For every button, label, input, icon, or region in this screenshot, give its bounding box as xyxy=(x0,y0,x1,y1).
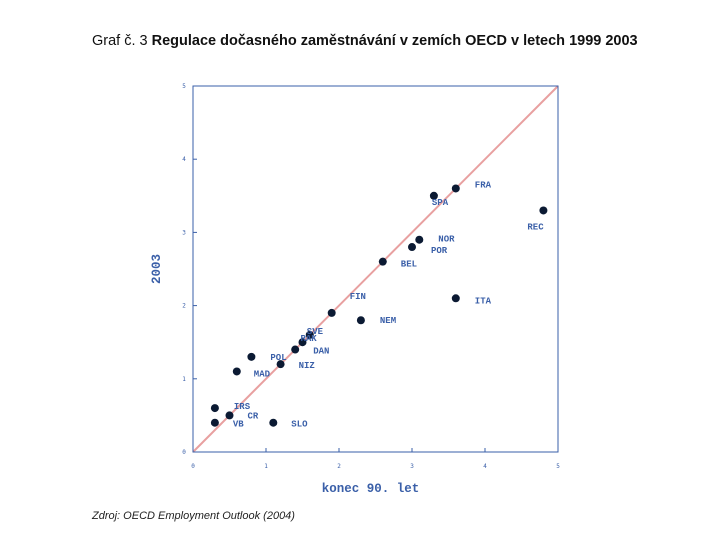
data-point-fin xyxy=(327,308,336,317)
data-point-irs xyxy=(210,404,219,413)
x-tick-label: 0 xyxy=(191,463,195,470)
point-label-vb: VB xyxy=(233,420,244,430)
data-point-spa xyxy=(429,191,438,200)
data-point-ita xyxy=(451,294,460,303)
data-point-dan xyxy=(291,345,300,354)
data-point-rec xyxy=(539,206,548,215)
y-tick-label: 0 xyxy=(182,449,186,456)
y-tick-label: 3 xyxy=(182,229,186,236)
point-label-cr: CR xyxy=(248,411,259,421)
data-point-rak xyxy=(298,338,307,347)
axis-ticks: 0 1 2 3 4 5 0 1 2 3 4 5 xyxy=(182,83,560,470)
data-point-mad xyxy=(232,367,241,376)
data-point-niz xyxy=(276,360,285,369)
x-tick-label: 5 xyxy=(556,463,560,470)
point-label-dan: DAN xyxy=(313,347,329,357)
point-label-fra: FRA xyxy=(475,180,492,190)
data-point-por xyxy=(408,243,416,252)
data-point-slo xyxy=(269,418,278,427)
y-tick-label: 2 xyxy=(182,303,186,310)
y-tick-label: 4 xyxy=(182,156,186,163)
point-label-sve: SVE xyxy=(307,327,324,337)
point-label-pol: POL xyxy=(270,353,286,363)
chart-title: Regulace dočasného zaměstnávání v zemích… xyxy=(151,33,638,49)
point-label-ita: ITA xyxy=(475,296,492,306)
x-tick-label: 3 xyxy=(410,463,414,470)
y-axis-title: 2003 xyxy=(150,254,164,284)
reference-diagonal-line xyxy=(192,85,559,453)
y-tick-label: 5 xyxy=(182,83,186,90)
point-label-spa: SPA xyxy=(432,198,449,208)
point-label-rak: RAK xyxy=(301,334,318,344)
y-tick-label: 1 xyxy=(182,376,186,383)
data-point-fra xyxy=(451,184,460,193)
data-point-vb xyxy=(210,418,219,427)
plot-frame xyxy=(192,85,559,453)
data-points xyxy=(210,184,548,427)
data-point-bel xyxy=(378,257,387,266)
chart-number: Graf č. 3 xyxy=(92,33,148,49)
x-tick-label: 1 xyxy=(264,463,268,470)
point-label-mad: MAD xyxy=(254,369,271,379)
point-label-bel: BEL xyxy=(401,260,417,270)
chart-heading: Graf č. 3 Regulace dočasného zaměstnáván… xyxy=(92,33,672,50)
point-label-slo: SLO xyxy=(291,420,308,430)
data-point-pol xyxy=(247,352,256,361)
x-tick-label: 2 xyxy=(337,463,341,470)
point-label-nem: NEM xyxy=(380,316,396,326)
source-note: Zdroj: OECD Employment Outlook (2004) xyxy=(92,510,295,522)
point-label-rec: REC xyxy=(527,222,544,232)
point-label-por: POR xyxy=(431,246,448,256)
data-point-nem xyxy=(356,316,365,325)
point-label-irs: IRS xyxy=(234,402,251,412)
x-axis-title: konec 90. let xyxy=(322,482,420,496)
point-label-fin: FIN xyxy=(350,292,366,302)
point-label-niz: NIZ xyxy=(299,361,315,371)
data-point-cr xyxy=(225,411,234,420)
data-point-sve xyxy=(305,330,314,339)
data-point-nor xyxy=(415,235,424,244)
x-tick-label: 4 xyxy=(483,463,487,470)
point-label-nor: NOR xyxy=(438,235,455,245)
